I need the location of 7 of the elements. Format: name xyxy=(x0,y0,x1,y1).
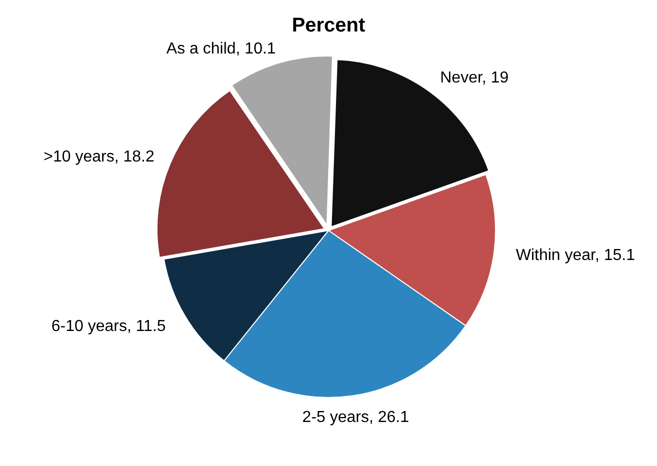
slice-label: Within year, 15.1 xyxy=(516,246,636,264)
slice-label: 6-10 years, 11.5 xyxy=(51,318,166,336)
chart-title: Percent xyxy=(292,14,366,37)
slice-label: 2-5 years, 26.1 xyxy=(302,408,410,426)
slice-label: As a child, 10.1 xyxy=(166,40,276,58)
slice-label: >10 years, 18.2 xyxy=(44,148,154,166)
slice-label: Never, 19 xyxy=(440,69,509,86)
